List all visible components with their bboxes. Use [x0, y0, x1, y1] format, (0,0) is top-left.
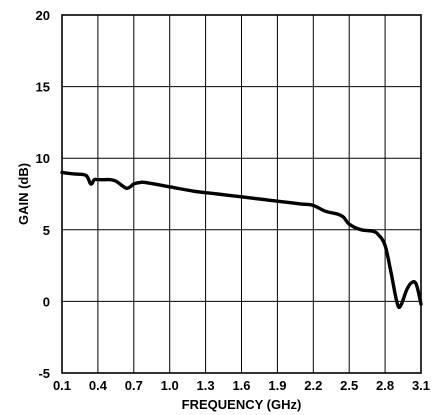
x-tick-label: 3.1	[412, 378, 430, 393]
grid	[61, 14, 422, 374]
y-tick-label: 10	[36, 151, 50, 166]
gain-series-line	[60, 170, 423, 310]
y-tick-label: 15	[36, 80, 50, 95]
x-tick-label: 1.3	[197, 378, 215, 393]
x-tick-label: 0.4	[89, 378, 108, 393]
plot-frame	[61, 14, 422, 374]
x-tick-label: 0.7	[125, 378, 143, 393]
x-axis-title: FREQUENCY (GHz)	[182, 397, 302, 412]
x-tick-label: 1.9	[268, 378, 286, 393]
x-tick-labels: 0.1 0.4 0.7 1.0 1.3 1.6 1.9 2.2 2.5 2.8 3.1	[53, 378, 430, 393]
y-tick-labels: -5 0 5 10 15 20	[36, 8, 50, 381]
y-tick-label: -5	[38, 366, 50, 381]
x-tick-label: 1.0	[161, 378, 179, 393]
y-tick-label: 20	[36, 8, 50, 23]
x-tick-label: 2.2	[304, 378, 322, 393]
x-tick-label: 2.8	[376, 378, 394, 393]
y-axis-title: GAIN (dB)	[16, 163, 31, 225]
y-tick-label: 5	[43, 223, 50, 238]
series-group	[60, 170, 423, 310]
x-tick-label: 0.1	[53, 378, 71, 393]
x-tick-label: 2.5	[340, 378, 358, 393]
y-tick-label: 0	[43, 294, 50, 309]
x-tick-label: 1.6	[232, 378, 250, 393]
